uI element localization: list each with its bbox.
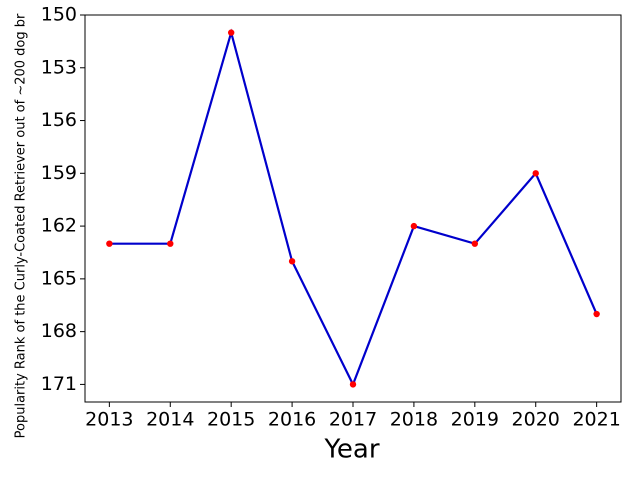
- y-axis-label: Popularity Rank of the Curly-Coated Retr…: [14, 13, 29, 438]
- x-tick-label: 2021: [572, 409, 620, 431]
- y-tick-label: 156: [41, 109, 77, 131]
- marker: [410, 222, 418, 230]
- x-axis-label: Year: [323, 435, 379, 465]
- y-tick-label: 162: [41, 215, 77, 237]
- plot-frame: [84, 14, 622, 403]
- x-tick-label: 2014: [146, 409, 194, 431]
- x-tick-label: 2013: [85, 409, 133, 431]
- marker: [288, 258, 296, 265]
- x-tick-label: 2019: [451, 409, 499, 431]
- marker: [532, 170, 539, 177]
- x-tick-label: 2020: [512, 409, 560, 431]
- y-tick-label: 168: [41, 320, 77, 342]
- y-tick-label: 165: [41, 267, 77, 289]
- y-tick-label: 153: [41, 56, 77, 78]
- marker: [471, 240, 479, 247]
- x-tick-label: 2017: [329, 409, 377, 431]
- marker: [227, 29, 235, 36]
- marker: [593, 310, 600, 318]
- line: [109, 28, 598, 388]
- marker: [349, 381, 357, 388]
- x-tick-label: 2018: [390, 409, 438, 431]
- y-tick-label: 150: [41, 4, 77, 26]
- x-tick-label: 2016: [268, 409, 316, 431]
- y-tick-label: 159: [41, 162, 77, 184]
- marker: [106, 240, 113, 247]
- x-tick-label: 2015: [207, 409, 255, 431]
- y-tick-label: 171: [41, 373, 77, 395]
- marker: [167, 240, 174, 247]
